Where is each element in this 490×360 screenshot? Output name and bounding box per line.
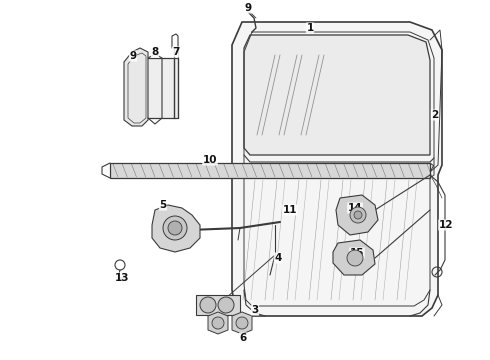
Circle shape (168, 221, 182, 235)
Polygon shape (142, 58, 178, 118)
Polygon shape (110, 163, 430, 178)
Circle shape (200, 297, 216, 313)
Text: 11: 11 (283, 205, 297, 215)
Circle shape (212, 317, 224, 329)
Polygon shape (124, 48, 148, 126)
Text: 1: 1 (306, 23, 314, 33)
Text: 8: 8 (151, 47, 159, 57)
Text: 9: 9 (129, 51, 137, 61)
Text: 13: 13 (115, 273, 129, 283)
Text: 7: 7 (172, 47, 180, 57)
Circle shape (347, 250, 363, 266)
Text: 15: 15 (350, 248, 364, 258)
Circle shape (236, 317, 248, 329)
Polygon shape (333, 240, 375, 275)
Text: 6: 6 (240, 333, 246, 343)
Text: 10: 10 (203, 155, 217, 165)
Circle shape (218, 297, 234, 313)
Text: 9: 9 (245, 3, 251, 13)
Circle shape (163, 216, 187, 240)
Polygon shape (336, 195, 378, 235)
Polygon shape (152, 205, 200, 252)
Text: 3: 3 (251, 305, 259, 315)
Text: 12: 12 (439, 220, 453, 230)
Text: 2: 2 (431, 110, 439, 120)
Circle shape (350, 207, 366, 223)
Polygon shape (196, 295, 240, 315)
Text: 4: 4 (274, 253, 282, 263)
Text: 14: 14 (348, 203, 362, 213)
Circle shape (354, 211, 362, 219)
Polygon shape (232, 312, 252, 334)
Polygon shape (208, 312, 228, 334)
Polygon shape (232, 22, 442, 316)
Polygon shape (244, 35, 430, 155)
Text: 5: 5 (159, 200, 167, 210)
